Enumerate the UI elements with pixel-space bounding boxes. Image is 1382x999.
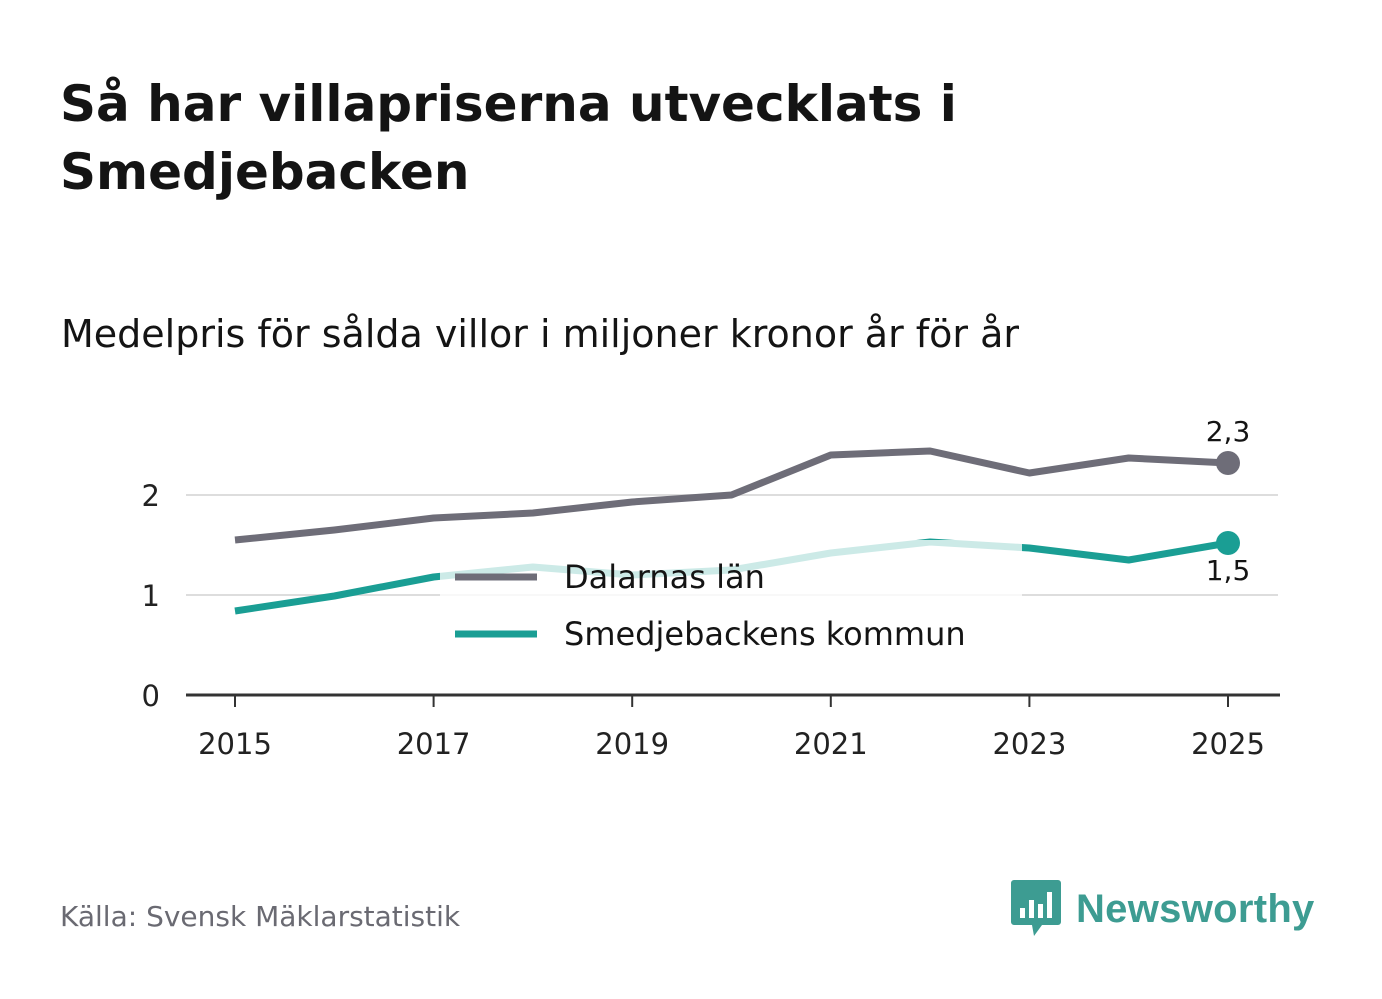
legend-label: Dalarnas län xyxy=(564,558,765,596)
legend-background xyxy=(440,540,1022,600)
data-label: 1,5 xyxy=(1206,554,1251,587)
x-tick-label: 2015 xyxy=(198,727,272,761)
x-tick-label: 2017 xyxy=(397,727,471,761)
x-tick-label: 2021 xyxy=(794,727,868,761)
x-tick-label: 2023 xyxy=(992,727,1066,761)
chart-title: Så har villapriserna utvecklats i Smedje… xyxy=(60,75,957,201)
chart-subtitle: Medelpris för sålda villor i miljoner kr… xyxy=(61,312,1020,356)
newsworthy-logo-text: Newsworthy xyxy=(1076,886,1315,931)
data-label: 2,3 xyxy=(1206,415,1251,448)
newsworthy-logo-icon xyxy=(1011,880,1061,936)
legend-label: Smedjebackens kommun xyxy=(564,615,966,653)
series-end-point xyxy=(1216,531,1240,555)
series-line xyxy=(234,447,1229,544)
x-tick-label: 2019 xyxy=(595,727,669,761)
newsworthy-logo: Newsworthy xyxy=(1010,878,1315,940)
y-tick-label: 1 xyxy=(142,579,160,613)
y-tick-label: 2 xyxy=(142,479,160,513)
source-note: Källa: Svensk Mäklarstatistik xyxy=(60,900,461,933)
y-tick-label: 0 xyxy=(142,679,160,713)
series-end-point xyxy=(1216,451,1240,475)
x-tick-label: 2025 xyxy=(1191,727,1265,761)
